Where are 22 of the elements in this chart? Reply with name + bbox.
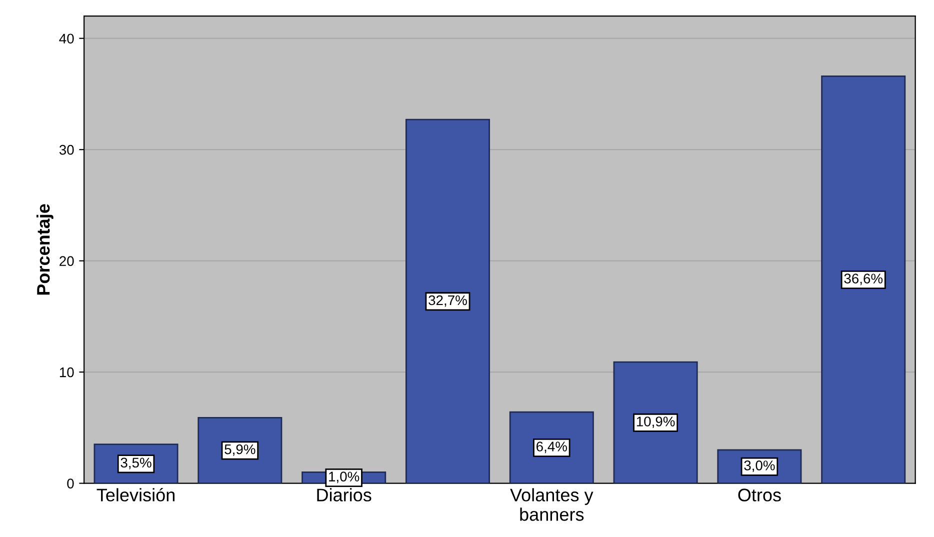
y-tick-label: 20 <box>60 256 74 266</box>
bar <box>613 361 698 484</box>
data-label: 32,7% <box>428 295 467 307</box>
y-tick-label: 40 <box>59 34 74 44</box>
y-tick-label: 10 <box>60 367 74 378</box>
bar <box>821 75 906 484</box>
data-label: 6,4% <box>536 442 567 454</box>
x-tick-label: Diarios <box>317 488 372 502</box>
x-tick-label: Volantes y banners <box>510 488 594 521</box>
x-tick-label: Otros <box>738 488 781 502</box>
y-axis-title: Porcentaje <box>36 204 54 295</box>
data-label: 3,5% <box>120 458 152 470</box>
data-label: 5,9% <box>224 444 256 456</box>
data-label: 36,6% <box>844 274 883 286</box>
x-tick-label: Televisión <box>96 488 174 502</box>
data-label: 1,0% <box>329 472 360 484</box>
y-tick-label: 30 <box>59 144 74 155</box>
data-label: 3,0% <box>744 460 775 472</box>
bar <box>509 411 594 484</box>
y-tick-label: 0 <box>67 478 74 488</box>
data-label: 10,9% <box>636 416 675 428</box>
bar <box>405 118 490 484</box>
